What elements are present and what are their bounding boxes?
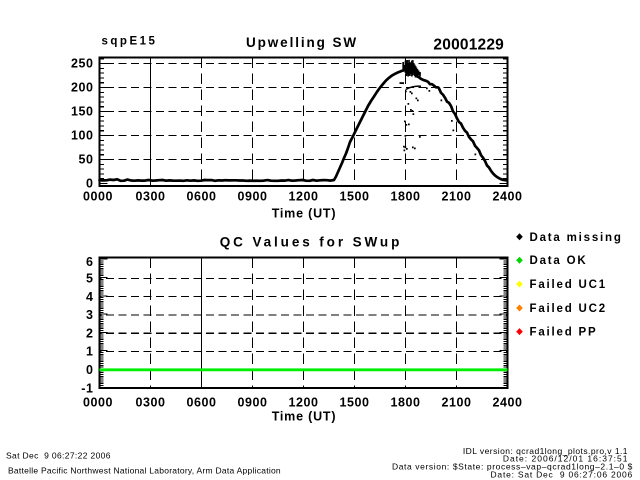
svg-text:50: 50: [78, 153, 93, 167]
svg-text:2100: 2100: [441, 396, 471, 410]
svg-text:Failed PP: Failed PP: [530, 327, 598, 339]
svg-text:0900: 0900: [237, 190, 267, 204]
svg-text:150: 150: [71, 105, 94, 119]
svg-text:0300: 0300: [135, 396, 165, 410]
svg-text:0000: 0000: [83, 190, 113, 204]
svg-text:6: 6: [86, 255, 94, 269]
svg-text:1: 1: [86, 345, 94, 359]
svg-text:sqpE15: sqpE15: [102, 35, 158, 47]
svg-text:Data version: $State: process–: Data version: $State: process–vap–qcrad1…: [392, 462, 633, 472]
svg-text:200: 200: [71, 81, 94, 95]
svg-text:Date: 2006/12/01 16:37:51: Date: 2006/12/01 16:37:51: [503, 454, 629, 464]
svg-text:1800: 1800: [390, 190, 420, 204]
svg-text:0300: 0300: [135, 190, 165, 204]
svg-text:0000: 0000: [83, 396, 113, 410]
svg-text:2400: 2400: [492, 396, 522, 410]
svg-text:IDL version: qcrad1long_plots.: IDL version: qcrad1long_plots.pro,v 1.1: [463, 446, 628, 456]
svg-text:0900: 0900: [237, 396, 267, 410]
svg-text:0: 0: [86, 363, 94, 377]
svg-text:0600: 0600: [186, 190, 216, 204]
svg-text:Sat Dec 9 06:27:22 2006: Sat Dec 9 06:27:22 2006: [6, 451, 111, 461]
svg-text:1500: 1500: [339, 396, 369, 410]
svg-text:2: 2: [86, 326, 94, 340]
svg-text:0600: 0600: [186, 396, 216, 410]
svg-text:Time (UT): Time (UT): [272, 410, 337, 424]
svg-text:-1: -1: [81, 381, 93, 395]
svg-text:Failed UC1: Failed UC1: [530, 279, 607, 291]
svg-text:1800: 1800: [390, 396, 420, 410]
svg-text:100: 100: [71, 129, 94, 143]
svg-text:Battelle Pacific Northwest Nat: Battelle Pacific Northwest National Labo…: [8, 466, 281, 476]
svg-text:Data missing: Data missing: [530, 232, 623, 244]
svg-text:20001229: 20001229: [433, 37, 504, 54]
svg-text:3: 3: [86, 308, 94, 322]
svg-text:250: 250: [71, 57, 94, 71]
svg-text:4: 4: [86, 290, 94, 304]
svg-text:Date: Sat Dec 9 06:27:06 2006: Date: Sat Dec 9 06:27:06 2006: [491, 470, 633, 480]
svg-text:1200: 1200: [288, 396, 318, 410]
svg-text:2100: 2100: [441, 190, 471, 204]
svg-text:1500: 1500: [339, 190, 369, 204]
svg-text:0: 0: [86, 177, 94, 191]
svg-text:Upwelling SW: Upwelling SW: [246, 35, 358, 50]
svg-text:Data OK: Data OK: [530, 255, 588, 267]
svg-text:QC Values for SWup: QC Values for SWup: [220, 235, 402, 250]
svg-text:5: 5: [86, 272, 94, 286]
svg-text:2400: 2400: [492, 190, 522, 204]
svg-text:Failed UC2: Failed UC2: [530, 303, 607, 315]
svg-text:1200: 1200: [288, 190, 318, 204]
svg-text:Time (UT): Time (UT): [272, 207, 337, 221]
